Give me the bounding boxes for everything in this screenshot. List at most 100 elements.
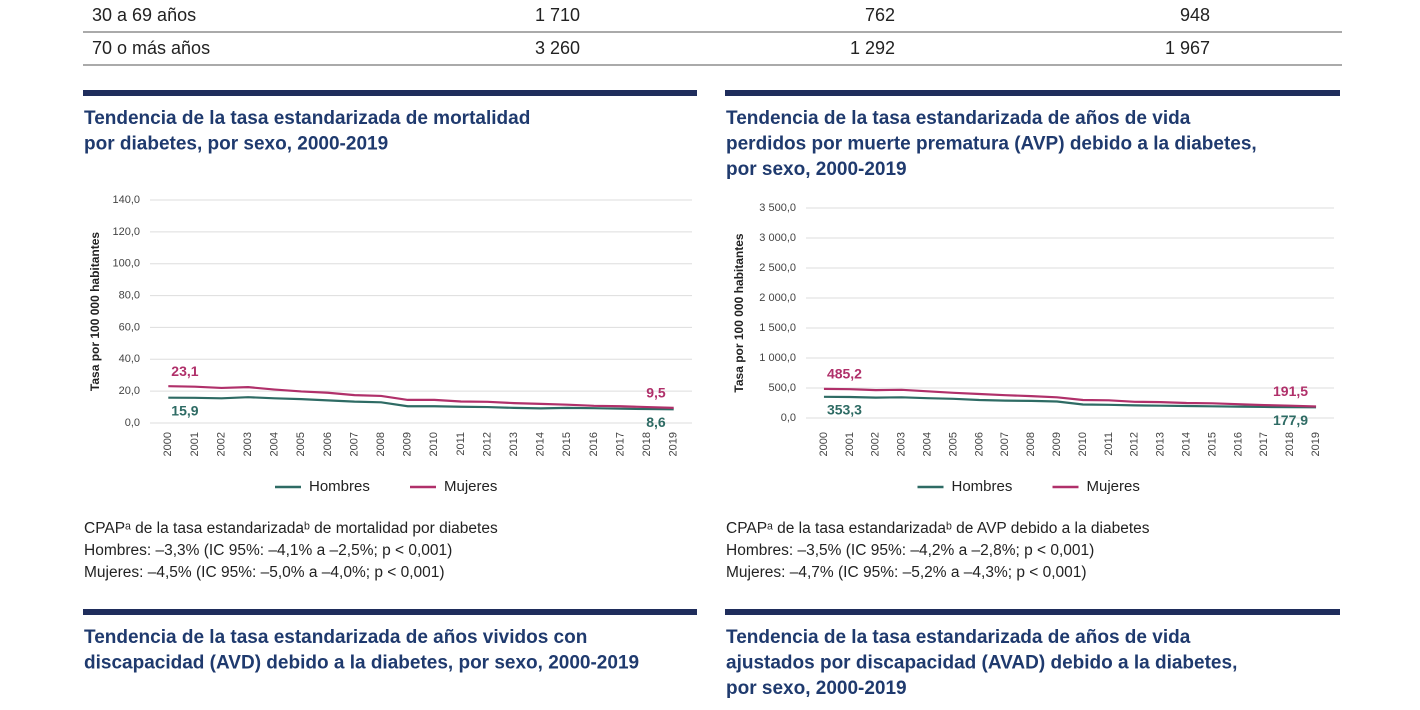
x-tick-label: 2015 — [1206, 432, 1218, 456]
x-tick-label: 2004 — [269, 432, 281, 456]
note: Hombres: –3,5% (IC 95%: –4,2% a –2,8%; p… — [726, 542, 1094, 559]
y-tick-label: 500,0 — [768, 382, 796, 394]
legend-label: Mujeres — [1087, 478, 1140, 495]
table-cell: 70 o más años — [92, 38, 210, 58]
chart-title: Tendencia de la tasa estandarizada de mo… — [84, 108, 530, 129]
x-tick-label: 2005 — [295, 432, 307, 456]
x-tick-label: 2003 — [242, 432, 254, 456]
x-tick-label: 2006 — [322, 432, 334, 456]
x-tick-label: 2015 — [561, 432, 573, 456]
x-tick-label: 2012 — [481, 432, 493, 456]
table-cell: 1 710 — [535, 5, 580, 25]
legend-label: Hombres — [309, 478, 370, 495]
table-cell: 1 292 — [850, 38, 895, 58]
x-tick-label: 2012 — [1129, 432, 1141, 456]
x-tick-label: 2019 — [1310, 432, 1322, 456]
x-tick-label: 2011 — [455, 432, 467, 456]
table-cell: 3 260 — [535, 38, 580, 58]
x-tick-label: 2002 — [215, 432, 227, 456]
note: Mujeres: –4,7% (IC 95%: –5,2% a –4,3%; p… — [726, 564, 1087, 581]
legend-label: Mujeres — [444, 478, 497, 495]
x-tick-label: 2003 — [896, 432, 908, 456]
y-tick-label: 60,0 — [119, 321, 140, 333]
data-label: 177,9 — [1273, 412, 1308, 428]
section-title: Tendencia de la tasa estandarizada de añ… — [726, 627, 1191, 648]
chart-title: por sexo, 2000-2019 — [726, 159, 907, 180]
x-tick-label: 2000 — [162, 432, 174, 456]
x-tick-label: 2008 — [1025, 432, 1037, 456]
series-line — [168, 385, 674, 409]
note: CPAPᵃ de la tasa estandarizadaᵇ de morta… — [84, 520, 498, 537]
table-cell: 1 967 — [1165, 38, 1210, 58]
chart-title: perdidos por muerte prematura (AVP) debi… — [726, 134, 1257, 155]
table-cell: 948 — [1180, 5, 1210, 25]
section-rule — [83, 609, 697, 615]
y-tick-label: 120,0 — [112, 226, 140, 238]
y-tick-label: 2 500,0 — [759, 262, 796, 274]
data-label: 15,9 — [171, 402, 198, 418]
x-tick-label: 2013 — [508, 432, 520, 456]
x-tick-label: 2019 — [668, 432, 680, 456]
x-tick-label: 2007 — [348, 432, 360, 456]
x-tick-label: 2001 — [844, 432, 856, 456]
y-tick-label: 2 000,0 — [759, 292, 796, 304]
y-tick-label: 20,0 — [119, 385, 140, 397]
x-tick-label: 2009 — [402, 432, 414, 456]
note: CPAPᵃ de la tasa estandarizadaᵇ de AVP d… — [726, 520, 1150, 537]
x-tick-label: 2014 — [1180, 432, 1192, 456]
x-tick-label: 2006 — [973, 432, 985, 456]
y-tick-label: 40,0 — [119, 353, 140, 365]
x-tick-label: 2010 — [1077, 432, 1089, 456]
x-tick-label: 2017 — [1258, 432, 1270, 456]
data-label: 353,3 — [827, 402, 862, 418]
legend-label: Hombres — [952, 478, 1013, 495]
series-line — [823, 387, 1317, 408]
x-tick-label: 2014 — [535, 432, 547, 456]
x-tick-label: 2017 — [614, 432, 626, 456]
section-rule — [725, 90, 1340, 96]
section-title: ajustados por discapacidad (AVAD) debido… — [726, 653, 1237, 674]
section-title: discapacidad (AVD) debido a la diabetes,… — [84, 653, 639, 674]
series-line — [823, 395, 1317, 409]
x-tick-label: 2018 — [641, 432, 653, 456]
x-tick-label: 2000 — [818, 432, 830, 456]
y-tick-label: 3 500,0 — [759, 202, 796, 214]
y-tick-label: 140,0 — [112, 194, 140, 206]
x-tick-label: 2007 — [999, 432, 1011, 456]
y-tick-label: 0,0 — [125, 417, 140, 429]
y-tick-label: 80,0 — [119, 289, 140, 301]
x-tick-label: 2016 — [588, 432, 600, 456]
x-tick-label: 2013 — [1155, 432, 1167, 456]
data-label: 9,5 — [646, 385, 666, 401]
section-rule — [725, 609, 1340, 615]
y-tick-label: 3 000,0 — [759, 232, 796, 244]
x-tick-label: 2004 — [921, 432, 933, 456]
x-tick-label: 2002 — [870, 432, 882, 456]
section-title: Tendencia de la tasa estandarizada de añ… — [84, 627, 587, 648]
section-title: por sexo, 2000-2019 — [726, 678, 907, 699]
x-tick-label: 2016 — [1232, 432, 1244, 456]
data-label: 23,1 — [171, 363, 198, 379]
table-cell: 30 a 69 años — [92, 5, 196, 25]
x-tick-label: 2018 — [1284, 432, 1296, 456]
chart-title: por diabetes, por sexo, 2000-2019 — [84, 134, 388, 155]
x-tick-label: 2005 — [947, 432, 959, 456]
x-tick-label: 2009 — [1051, 432, 1063, 456]
y-tick-label: 1 000,0 — [759, 352, 796, 364]
y-axis-label: Tasa por 100 000 habitantes — [732, 233, 746, 393]
note: Hombres: –3,3% (IC 95%: –4,1% a –2,5%; p… — [84, 542, 452, 559]
data-label: 8,6 — [646, 414, 666, 430]
chart-title: Tendencia de la tasa estandarizada de añ… — [726, 108, 1191, 129]
y-tick-label: 0,0 — [781, 412, 796, 424]
y-tick-label: 100,0 — [112, 258, 140, 270]
x-tick-label: 2010 — [428, 432, 440, 456]
table-cell: 762 — [865, 5, 895, 25]
note: Mujeres: –4,5% (IC 95%: –5,0% a –4,0%; p… — [84, 564, 445, 581]
x-tick-label: 2008 — [375, 432, 387, 456]
x-tick-label: 2001 — [189, 432, 201, 456]
section-rule — [83, 90, 697, 96]
y-axis-label: Tasa por 100 000 habitantes — [88, 232, 102, 392]
data-label: 191,5 — [1273, 383, 1308, 399]
series-line — [168, 396, 674, 411]
